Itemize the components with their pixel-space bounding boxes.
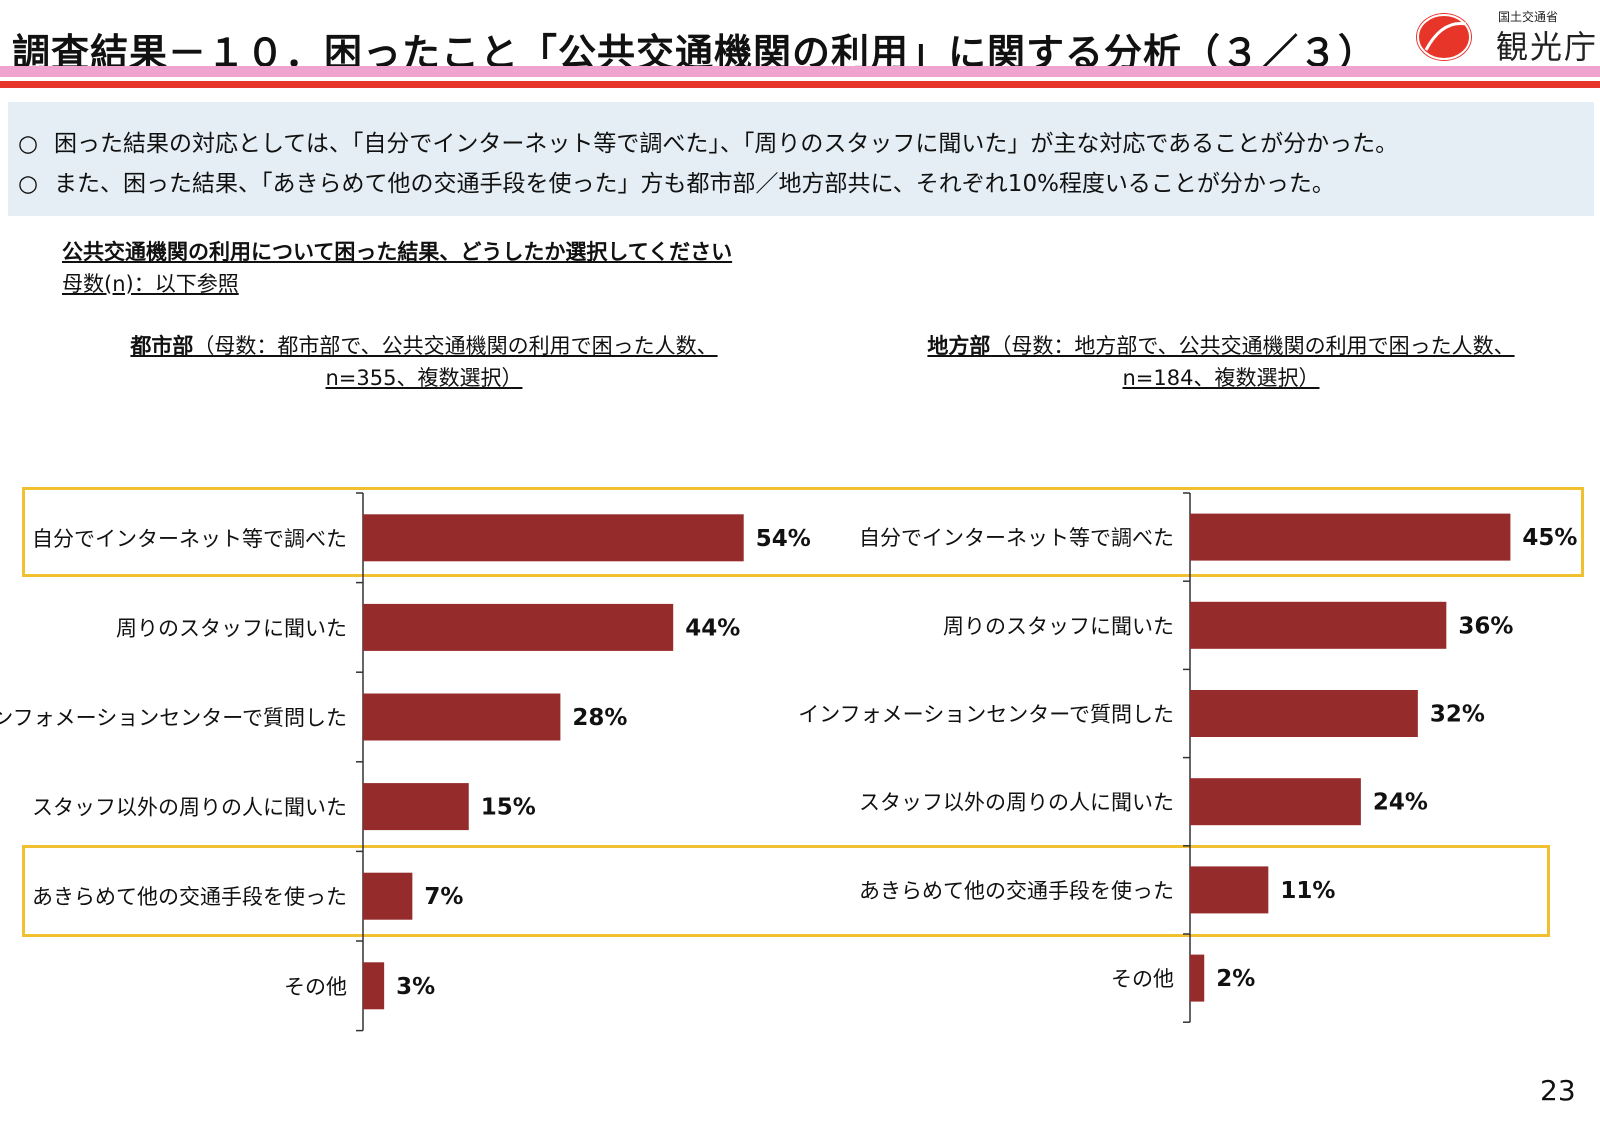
urban-value-label: 28% xyxy=(572,705,627,731)
highlight-box-gave-up xyxy=(22,845,1550,937)
urban-value-label: 44% xyxy=(685,615,740,641)
logo-mark-icon xyxy=(1416,13,1472,61)
rural-panel-caption: 地方部（母数：地方部で、公共交通機関の利用で困った人数、 n=184、複数選択） xyxy=(896,330,1546,394)
header-pink-band xyxy=(0,66,1600,77)
rural-value-label: 36% xyxy=(1458,613,1513,639)
summary-line-1: ○ 困った結果の対応としては、「自分でインターネット等で調べた」、「周りのスタッフ… xyxy=(18,124,1398,158)
rural-panel-name: 地方部 xyxy=(927,334,991,358)
urban-value-label: 3% xyxy=(396,974,435,1000)
logo-ministry-text: 国土交通省 xyxy=(1498,10,1559,24)
urban-category-label: 自分でインターネット等で調べた xyxy=(32,527,347,551)
question-title: 公共交通機関の利用について困った結果、どうしたか選択してください xyxy=(62,240,733,264)
summary-box: ○ 困った結果の対応としては、「自分でインターネット等で調べた」、「周りのスタッフ… xyxy=(8,102,1594,216)
bullet-icon: ○ xyxy=(18,131,39,157)
header-red-band xyxy=(0,81,1600,88)
rural-bar xyxy=(1190,778,1361,826)
urban-bar xyxy=(363,783,469,831)
urban-bar xyxy=(363,693,561,741)
agency-logo: 国土交通省 観光庁 xyxy=(1412,4,1600,66)
rural-category-label: スタッフ以外の周りの人に聞いた xyxy=(859,791,1174,815)
rural-category-label: その他 xyxy=(1111,967,1174,991)
urban-bar xyxy=(363,603,674,651)
rural-value-label: 45% xyxy=(1522,525,1577,551)
urban-bar xyxy=(363,962,385,1010)
page-number: 23 xyxy=(1540,1074,1576,1107)
urban-category-label: あきらめて他の交通手段を使った xyxy=(32,885,347,909)
urban-panel-name: 都市部 xyxy=(130,334,194,358)
urban-panel-caption: 都市部（母数：都市部で、公共交通機関の利用で困った人数、 n=355、複数選択） xyxy=(104,330,744,394)
rural-value-label: 32% xyxy=(1430,702,1485,728)
urban-caption-line1: （母数：都市部で、公共交通機関の利用で困った人数、 xyxy=(193,334,718,358)
urban-category-label: その他 xyxy=(284,975,347,999)
urban-category-label: 周りのスタッフに聞いた xyxy=(116,616,347,640)
rural-caption-line1: （母数：地方部で、公共交通機関の利用で困った人数、 xyxy=(990,334,1515,358)
summary-text-1: 困った結果の対応としては、「自分でインターネット等で調べた」、「周りのスタッフに… xyxy=(54,131,1399,157)
logo-agency-text: 観光庁 xyxy=(1496,28,1599,66)
rural-category-label: 自分でインターネット等で調べた xyxy=(859,526,1174,550)
rural-bar xyxy=(1190,690,1418,737)
rural-value-label: 2% xyxy=(1216,966,1255,992)
urban-value-label: 54% xyxy=(756,526,811,552)
rural-bar xyxy=(1190,866,1269,914)
rural-bar xyxy=(1190,601,1447,649)
bullet-icon: ○ xyxy=(18,171,39,197)
urban-bar xyxy=(363,514,744,562)
rural-bar xyxy=(1190,513,1511,561)
rural-category-label: インフォメーションセンターで質問した xyxy=(798,703,1174,727)
rural-category-label: 周りのスタッフに聞いた xyxy=(943,614,1174,638)
highlight-box-internet xyxy=(22,487,1584,577)
urban-value-label: 7% xyxy=(424,884,463,910)
rural-value-label: 11% xyxy=(1280,878,1335,904)
rural-caption-line2: n=184、複数選択） xyxy=(1122,366,1320,390)
question-sample-size: 母数(n)：以下参照 xyxy=(62,272,239,296)
summary-text-2: また、困った結果、「あきらめて他の交通手段を使った」方も都市部／地方部共に、それ… xyxy=(54,171,1335,197)
urban-value-label: 15% xyxy=(481,795,536,821)
rural-value-label: 24% xyxy=(1373,790,1428,816)
summary-line-2: ○ また、困った結果、「あきらめて他の交通手段を使った」方も都市部／地方部共に、そ… xyxy=(18,164,1335,198)
rural-bar xyxy=(1190,954,1205,1002)
urban-category-label: インフォメーションセンターで質問した xyxy=(0,706,347,730)
rural-category-label: あきらめて他の交通手段を使った xyxy=(859,879,1174,903)
urban-caption-line2: n=355、複数選択） xyxy=(325,366,523,390)
urban-bar xyxy=(363,872,413,920)
urban-category-label: スタッフ以外の周りの人に聞いた xyxy=(32,796,347,820)
